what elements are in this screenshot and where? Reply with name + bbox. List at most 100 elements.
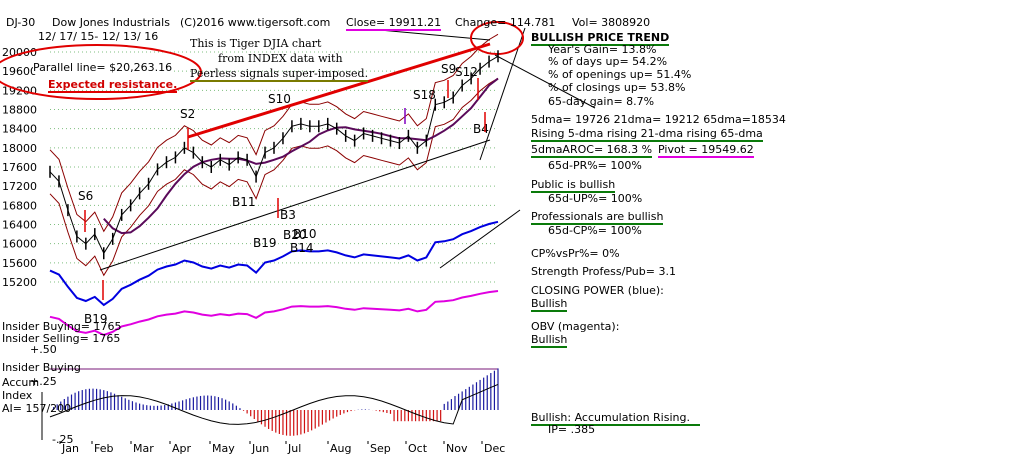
pivot-value: Pivot = 19549.62 [658,143,754,158]
close-value: Close= 19911.21 [346,16,442,31]
signal-label: S12 [455,65,478,79]
resistance-trend-line [187,42,491,139]
tick-plus-50: +.50 [30,343,57,356]
pr-65d: 65d-PR%= 100% [548,159,642,172]
obv-series [49,290,499,337]
site-credit: (C)2016 www.tigersoft.com [180,16,331,29]
closing-power-value: Bullish [531,297,568,312]
y-tick-label: 19600 [2,65,37,78]
x-tick-label: Jun [251,442,269,455]
moving-average-line [103,77,499,235]
rising-dma: Rising 5-dma rising 21-dma rising 65-dma [531,127,763,142]
tick-plus-25: +.25 [30,375,57,388]
aroc-value: 5dmaAROC= 168.3 % [531,143,653,158]
signal-label: B3 [280,208,296,222]
y-tick-label: 18800 [2,104,37,117]
price-series [49,50,499,260]
ai-label: AI= 157/200 [2,402,72,415]
y-tick-label: 16000 [2,238,37,251]
accumulation-histogram [49,368,499,436]
symbol: DJ-30 [6,16,36,29]
x-tick-label: Mar [133,442,154,455]
y-tick-labels: 15200 15600 16000 16400 16800 17200 17600 18000… [2,46,37,289]
insider-selling-count: Insider Selling= 1765 [2,332,121,345]
y-tick-label: 17600 [2,161,37,174]
insider-buying-label: Insider Buying [2,361,81,374]
signal-label: B14 [290,241,314,255]
pct-openings-up: % of openings up= 51.4% [548,68,692,81]
signal-label: S10 [268,92,291,106]
trend-title: BULLISH PRICE TREND [531,31,670,46]
signal-label: B10 [293,227,317,241]
tick-minus-25: -.25 [52,433,74,446]
x-tick-label: Jan [61,442,79,455]
y-tick-label: 15600 [2,257,37,270]
y-tick-label: 15200 [2,276,37,289]
accum-ma-line [49,383,499,425]
accumulation-status: Bullish: Accumulation Rising. [531,411,690,426]
x-tick-label: Oct [408,442,428,455]
obv-value: Bullish [531,333,568,348]
pct-days-up: % of days up= 54.2% [548,55,668,68]
chart-note-1: This is Tiger DJIA chart [190,37,322,50]
ip-value: IP= .385 [548,423,596,436]
price-line [49,55,499,255]
index-label: Index [2,389,33,402]
support-trend-line [99,139,491,271]
date-range: 12/ 17/ 15- 12/ 13/ 16 [38,30,159,43]
y-tick-label: 16800 [2,199,37,212]
upper-band [49,33,499,233]
gain-65day: 65-day gain= 8.7% [548,95,655,108]
expected-resistance-label: Expected resistance. [48,78,178,93]
signal-label: B20 [283,228,307,242]
cp-trend-line [439,209,521,269]
x-tick-label: May [212,442,235,455]
insider-buying-count: Insider Buying= 1765 [2,320,122,333]
up-trend-line [479,27,526,161]
signal-label: S18 [413,88,436,102]
signal-label: B4 [473,122,489,136]
pointer-line [494,54,596,109]
x-tick-label: Apr [172,442,192,455]
closing-power-series [49,220,499,307]
signal-label: B11 [232,195,256,209]
chart-note-3: Peerless signals super-imposed. [190,67,369,82]
y-tick-label: 20000 [2,46,37,59]
x-tick-label: Dec [484,442,505,455]
signal-label: S6 [78,189,93,203]
y-tick-label: 18000 [2,142,37,155]
public-status: Public is bullish [531,178,616,193]
dma-values: 5dma= 19726 21dma= 19212 65dma=18534 [531,113,786,126]
professionals-status: Professionals are bullish [531,210,664,225]
obv-label: OBV (magenta): [531,320,620,333]
accum-label: Accum [2,376,40,389]
x-tick-label: Feb [94,442,113,455]
x-tick-label: Jul [287,442,301,455]
closing-power-label: CLOSING POWER (blue): [531,284,664,297]
trend-lines [0,21,596,271]
parallel-line-circle [0,44,202,100]
signal-label: B19 [253,236,277,250]
chart-note-2: from INDEX data with [218,52,343,65]
pct-closings-up: % of closings up= 53.8% [548,81,686,94]
up-65d: 65d-UP%= 100% [548,192,643,205]
x-tick-label: Aug [330,442,351,455]
signal-label: S2 [180,107,195,121]
y-tick-label: 16400 [2,219,37,232]
signal-label: B19 [84,312,108,326]
strength-ratio: Strength Profess/Pub= 3.1 [531,265,676,278]
obv-line [49,290,499,337]
index-name: Dow Jones Industrials [52,16,170,29]
x-tick-label: Sep [370,442,391,455]
years-gain: Year's Gain= 13.8% [548,43,657,56]
cp-vs-pr: CP%vsPr%= 0% [531,247,620,260]
cp-65d: 65d-CP%= 100% [548,224,642,237]
volume-value: Vol= 3808920 [572,16,651,29]
y-tick-label: 18400 [2,123,37,136]
x-tick-label: Nov [446,442,468,455]
x-tick-labels: Jan Feb Mar Apr May Jun Jul Aug Sep Oct Nov Dec [59,441,505,455]
signal-label: S9 [441,62,456,76]
moving-average-bands [49,33,499,277]
